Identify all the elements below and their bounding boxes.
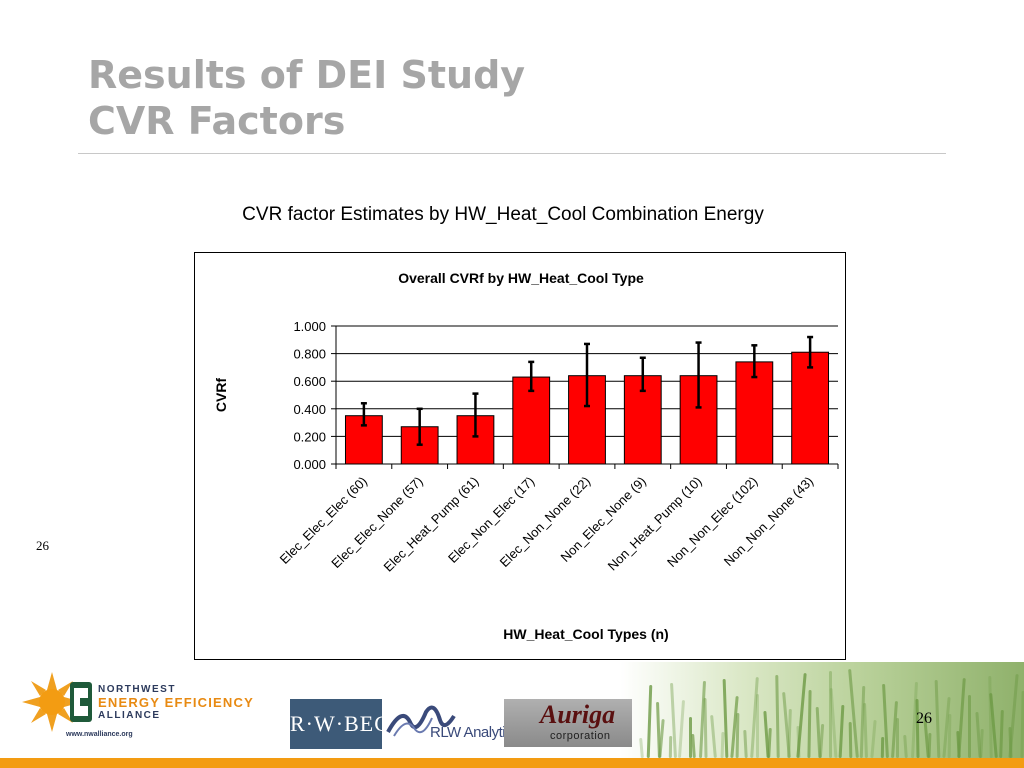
chart-title: Overall CVRf by HW_Heat_Cool Type: [398, 270, 644, 286]
bar: [735, 361, 774, 465]
grass-blade: [756, 694, 760, 758]
bar: [344, 415, 383, 465]
rlw-analytics-logo: [386, 705, 456, 737]
x-tick-label: Elec_Heat_Pump (61): [381, 474, 482, 575]
title-divider: [78, 153, 946, 154]
slide-number-right: 26: [916, 710, 932, 727]
slide-title-line2: CVR Factors: [88, 99, 346, 143]
y-tick-label: 0.800: [293, 347, 326, 362]
auriga-name: Auriga: [540, 700, 616, 729]
nw-alliance-sun-logo: [22, 672, 92, 732]
bar-chart: Overall CVRf by HW_Heat_Cool Type 0.000 0.…: [213, 270, 839, 642]
x-tick-label: Elec_Elec_None (57): [328, 474, 425, 571]
slide-number-left: 26: [36, 538, 49, 553]
grass-blade: [896, 718, 899, 758]
slide-title-line1: Results of DEI Study: [88, 53, 526, 97]
bottom-accent-bar: [0, 758, 1024, 768]
y-tick-label: 0.000: [293, 457, 326, 472]
grass-blade: [688, 717, 692, 758]
y-tick-label: 0.600: [293, 374, 326, 389]
x-axis-label: HW_Heat_Cool Types (n): [503, 626, 668, 642]
grass-blade: [880, 736, 884, 759]
rw-beck-logo: R·W·BECK: [290, 699, 406, 749]
y-tick-label: 0.400: [293, 402, 326, 417]
x-tick-label: Non_Heat_Pump (10): [605, 474, 705, 574]
grass-blade: [968, 695, 972, 758]
grass-blade: [828, 671, 832, 758]
chart-caption: CVR factor Estimates by HW_Heat_Cool Com…: [242, 204, 764, 225]
chart-container: Overall CVRf by HW_Heat_Cool Type 0.000 0.…: [194, 252, 846, 660]
rlw-analytics-label: RLW Analytics: [430, 724, 520, 741]
nw-alliance-url: www.nwalliance.org: [66, 731, 133, 738]
auriga-subtitle: corporation: [550, 730, 611, 742]
bar: [791, 351, 830, 465]
grass-blade: [1020, 690, 1024, 759]
nw-alliance-wordmark: NORTHWEST ENERGY EFFICIENCY ALLIANCE: [98, 684, 254, 721]
grass-blade: [668, 735, 672, 759]
y-tick-label: 1.000: [293, 319, 326, 334]
slide-title: Results of DEI Study CVR Factors: [88, 52, 525, 144]
y-tick-label: 0.200: [293, 429, 326, 444]
y-axis-label: CVRf: [213, 378, 229, 413]
grass-blade: [848, 721, 853, 759]
auriga-logo: [504, 699, 632, 747]
